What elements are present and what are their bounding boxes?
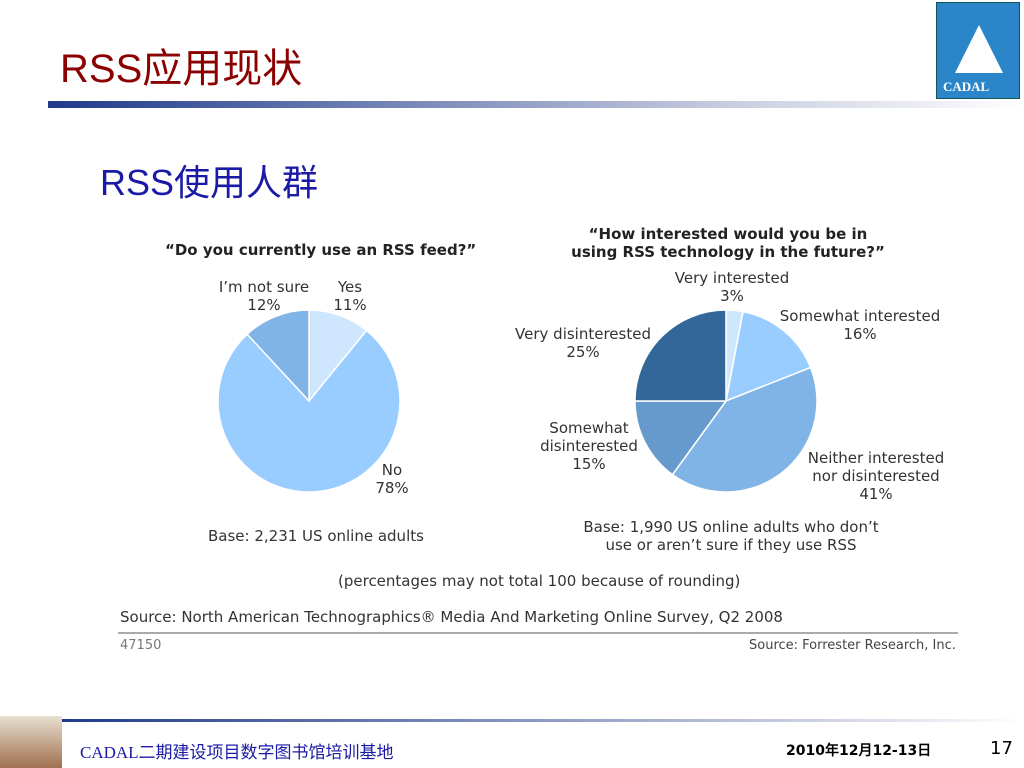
pie-slice bbox=[725, 310, 812, 403]
value-label: 78% bbox=[375, 479, 409, 497]
value-label: 25% bbox=[566, 343, 600, 361]
logo-triangle bbox=[955, 25, 1003, 73]
category-label: Somewhat disinterested bbox=[540, 419, 638, 455]
footer-bar bbox=[62, 719, 1024, 722]
slice-label: Neither interested nor disinterested 41% bbox=[796, 449, 956, 503]
chart-title: “How interested would you be in using RS… bbox=[571, 225, 885, 261]
pie-slice bbox=[634, 309, 727, 402]
annotation: Base: 2,231 US online adults bbox=[208, 527, 424, 545]
value-label: 3% bbox=[720, 287, 744, 305]
pie-slice bbox=[634, 400, 728, 476]
logo-text: CADAL bbox=[943, 79, 990, 94]
value-label: 16% bbox=[843, 325, 877, 343]
slice-label: Very interested 3% bbox=[652, 269, 812, 305]
footer-text: CADAL二期建设项目数字图书馆培训基地 bbox=[80, 743, 394, 762]
date: 2010年12月12-13日 bbox=[786, 743, 932, 759]
category-label: Very disinterested bbox=[515, 325, 651, 343]
chart-title: “Do you currently use an RSS feed?” bbox=[165, 241, 477, 259]
slice-label: No 78% bbox=[362, 461, 422, 497]
slide-title: RSS应用现状 bbox=[60, 47, 303, 91]
page-number: 17 bbox=[990, 738, 1013, 759]
category-label: Somewhat interested bbox=[779, 307, 941, 325]
source: Source: North American Technographics® M… bbox=[120, 608, 783, 626]
pie-slice bbox=[671, 366, 818, 493]
logo: CADAL bbox=[936, 2, 1020, 99]
slice-label: Somewhat disinterested 15% bbox=[529, 419, 649, 473]
header-bar bbox=[48, 101, 1024, 108]
value-label: 12% bbox=[247, 296, 281, 314]
subtitle: RSS使用人群 bbox=[100, 162, 319, 203]
category-label: Very interested bbox=[674, 269, 790, 287]
category-label: Neither interested nor disinterested bbox=[807, 449, 945, 485]
pie-slice bbox=[217, 329, 401, 493]
value-label: 41% bbox=[859, 485, 893, 503]
category-label: I’m not sure bbox=[218, 278, 310, 296]
pie-slice bbox=[246, 309, 310, 403]
note: (percentages may not total 100 because o… bbox=[338, 572, 741, 590]
slice-label: Very disinterested 25% bbox=[498, 325, 668, 361]
slice-label: Yes 11% bbox=[320, 278, 380, 314]
slice-label: I’m not sure 12% bbox=[204, 278, 324, 314]
figure-id: 47150 bbox=[120, 638, 162, 653]
slice-label: Somewhat interested 16% bbox=[770, 307, 950, 343]
annotation: Base: 1,990 US online adults who don’t u… bbox=[583, 518, 879, 554]
category-label: No bbox=[381, 461, 403, 479]
value-label: 11% bbox=[333, 296, 367, 314]
footer-image bbox=[0, 716, 62, 768]
credit: Source: Forrester Research, Inc. bbox=[749, 638, 956, 653]
value-label: 15% bbox=[572, 455, 606, 473]
rule bbox=[118, 632, 958, 634]
category-label: Yes bbox=[337, 278, 363, 296]
